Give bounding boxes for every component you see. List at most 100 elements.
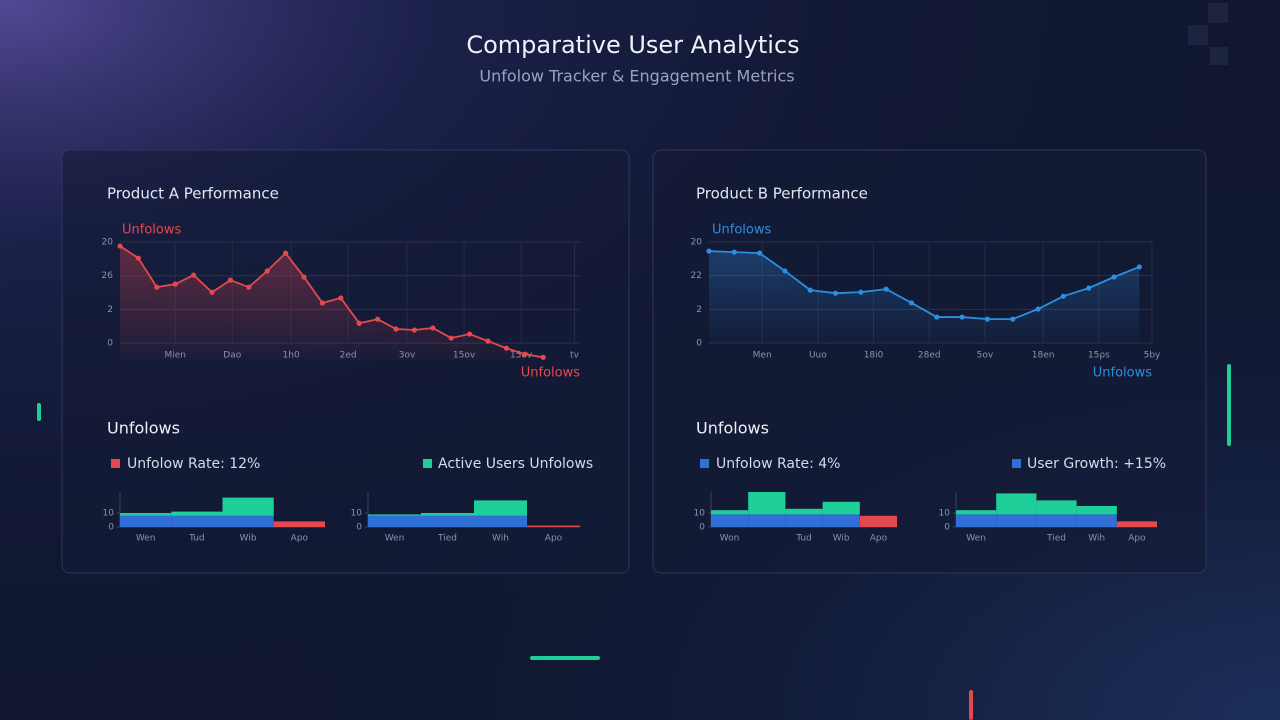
bar-segment — [956, 514, 997, 527]
point — [1111, 274, 1117, 280]
x-tick-label: Apo — [545, 534, 563, 544]
legend-label: Unfolow Rate: 4% — [716, 456, 840, 472]
x-tick-label: Apo — [291, 534, 309, 544]
decor-bar — [37, 403, 41, 421]
y-tick-label: 10 — [351, 509, 363, 519]
point — [908, 300, 915, 306]
x-tick-label: Uuo — [809, 351, 827, 361]
bar-segment — [748, 514, 786, 527]
bar-segment — [171, 515, 223, 527]
x-tick-label: Tied — [1046, 534, 1066, 544]
point — [135, 255, 141, 261]
bar-segment — [996, 514, 1037, 527]
y-tick-label: 20 — [691, 238, 703, 248]
point — [191, 272, 197, 278]
point — [154, 284, 160, 290]
x-tick-label: Tud — [795, 534, 812, 544]
x-tick-label: Wib — [833, 534, 850, 544]
legend-swatch — [1012, 459, 1021, 468]
point — [264, 268, 270, 274]
point — [757, 250, 763, 256]
line — [119, 245, 544, 359]
x-tick-label: 28ed — [918, 351, 941, 361]
point — [172, 281, 178, 287]
panel — [61, 149, 630, 574]
x-tick-label: 5by — [1144, 351, 1161, 361]
bar-segment — [421, 515, 474, 527]
point — [984, 316, 991, 322]
x-tick-label: 15ρs — [1088, 351, 1110, 361]
page-title: Comparative User Analytics — [466, 31, 799, 59]
y-tick-label: 0 — [699, 523, 705, 533]
bar-segment — [1036, 514, 1077, 527]
legend-label: User Growth: +15% — [1027, 456, 1166, 472]
bar-segment — [1076, 514, 1117, 527]
point — [227, 277, 233, 283]
bar-segment — [273, 521, 325, 527]
point — [319, 300, 325, 306]
y-tick-label: 2 — [107, 305, 113, 315]
point — [301, 274, 307, 280]
area — [709, 251, 1140, 343]
x-tick-label: 18en — [1032, 351, 1055, 361]
bar-segment — [474, 500, 527, 516]
x-tick-label: Men — [753, 351, 772, 361]
point — [1086, 285, 1092, 291]
point — [807, 287, 813, 293]
bar-segment — [822, 501, 860, 515]
bar-segment — [822, 514, 860, 527]
bar-segment — [711, 510, 749, 515]
y-tick-label: 10 — [939, 509, 951, 519]
bar-segment — [1036, 500, 1077, 515]
bar-segment — [956, 510, 997, 515]
point — [1035, 306, 1041, 312]
annotation: Unfolows — [521, 366, 580, 381]
point — [209, 289, 215, 295]
bar-segment — [171, 511, 223, 516]
legend-label: Unfolows — [122, 223, 181, 238]
point — [375, 316, 381, 322]
x-tick-label: 18i0 — [864, 351, 884, 361]
x-tick-label: Apo — [1128, 534, 1146, 544]
point — [356, 320, 362, 326]
decor-bar — [530, 656, 600, 660]
point — [858, 289, 864, 295]
bar-segment — [527, 525, 580, 527]
decor-bar — [969, 690, 973, 720]
point — [1136, 264, 1142, 270]
legend-label: Unfolow Rate: 12% — [127, 456, 260, 472]
point — [522, 351, 528, 357]
bar-segment — [859, 515, 897, 527]
x-tick-label: Wih — [1088, 534, 1105, 544]
bar-segment — [368, 514, 421, 516]
pixel-decor — [1188, 3, 1228, 65]
y-tick-label: 0 — [944, 523, 950, 533]
x-tick-label: Wen — [966, 534, 986, 544]
chart-title: Product A Performance — [107, 185, 279, 203]
point — [782, 268, 788, 274]
y-tick-label: 0 — [696, 339, 702, 349]
bar-segment — [474, 515, 527, 527]
point — [430, 325, 436, 331]
point — [411, 327, 417, 333]
point — [246, 284, 252, 290]
line — [708, 250, 1140, 320]
point — [338, 295, 344, 301]
bar-segment — [1116, 521, 1157, 527]
x-tick-label: tv — [570, 351, 580, 361]
bar-segment — [785, 514, 823, 527]
x-tick-label: 5ov — [977, 351, 994, 361]
y-tick-label: 0 — [108, 523, 114, 533]
x-tick-label: Tied — [437, 534, 457, 544]
point — [467, 331, 473, 337]
bar-segment — [368, 515, 421, 527]
point — [283, 250, 289, 256]
point — [883, 286, 889, 292]
y-tick-label: 10 — [103, 509, 115, 519]
y-tick-label: 22 — [691, 271, 702, 281]
point — [1060, 293, 1066, 299]
decor-bar — [1227, 364, 1231, 446]
chart-title: Product B Performance — [696, 185, 868, 203]
y-tick-label: 26 — [102, 271, 114, 281]
